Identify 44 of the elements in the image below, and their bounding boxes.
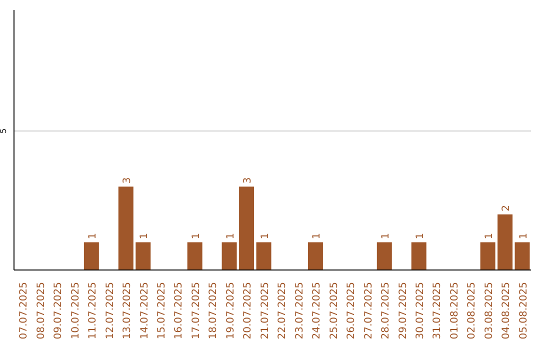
x-tick-label: 11.07.2025 bbox=[88, 282, 99, 340]
x-tick-label: 27.07.2025 bbox=[363, 282, 374, 340]
x-tick-label: 18.07.2025 bbox=[208, 282, 220, 340]
data-label: 1 bbox=[87, 232, 98, 240]
data-label: 1 bbox=[414, 232, 426, 240]
x-tick-label: 30.07.2025 bbox=[414, 282, 426, 340]
x-tick-label: 19.07.2025 bbox=[225, 282, 236, 340]
data-label: 1 bbox=[139, 232, 150, 240]
x-tick-label: 05.08.2025 bbox=[518, 282, 530, 340]
x-tick-label: 25.07.2025 bbox=[328, 282, 340, 340]
x-tick-label: 14.07.2025 bbox=[139, 282, 150, 340]
x-tick-label: 15.07.2025 bbox=[156, 282, 168, 340]
x-tick-label: 08.07.2025 bbox=[36, 282, 47, 340]
x-tick-label: 10.07.2025 bbox=[70, 282, 82, 340]
data-label: 2 bbox=[501, 205, 512, 212]
x-tick-label: 20.07.2025 bbox=[242, 282, 254, 340]
x-tick-label: 09.07.2025 bbox=[53, 282, 64, 340]
x-tick-label: 23.07.2025 bbox=[294, 282, 306, 340]
data-label: 1 bbox=[518, 232, 530, 240]
data-label: 1 bbox=[380, 232, 392, 240]
y-tick-label: 5 bbox=[0, 128, 8, 134]
data-label: 1 bbox=[311, 232, 322, 240]
data-label: 1 bbox=[484, 232, 495, 240]
x-tick-label: 26.07.2025 bbox=[346, 282, 358, 340]
x-tick-label: 07.07.2025 bbox=[18, 282, 30, 340]
x-tick-label: 02.08.2025 bbox=[466, 282, 478, 340]
x-tick-label: 01.08.2025 bbox=[449, 282, 460, 340]
x-tick-label: 24.07.2025 bbox=[312, 282, 323, 340]
x-tick-label: 13.07.2025 bbox=[122, 282, 134, 340]
x-tick-label: 16.07.2025 bbox=[174, 282, 185, 340]
data-label: 3 bbox=[242, 177, 254, 184]
data-label: 1 bbox=[260, 232, 271, 240]
x-tick-label: 04.08.2025 bbox=[501, 282, 512, 340]
x-tick-label: 21.07.2025 bbox=[260, 282, 271, 340]
x-tick-label: 31.07.2025 bbox=[432, 282, 444, 340]
x-tick-label: 22.07.2025 bbox=[277, 282, 288, 340]
x-tick-label: 12.07.2025 bbox=[104, 282, 116, 340]
x-tick-label: 29.07.2025 bbox=[398, 282, 409, 340]
x-tick-label: 17.07.2025 bbox=[190, 282, 202, 340]
data-label: 1 bbox=[190, 232, 202, 240]
x-tick-label: 03.08.2025 bbox=[484, 282, 495, 340]
data-label: 3 bbox=[122, 177, 133, 184]
x-tick-label: 28.07.2025 bbox=[380, 282, 392, 340]
data-label: 1 bbox=[225, 232, 236, 240]
